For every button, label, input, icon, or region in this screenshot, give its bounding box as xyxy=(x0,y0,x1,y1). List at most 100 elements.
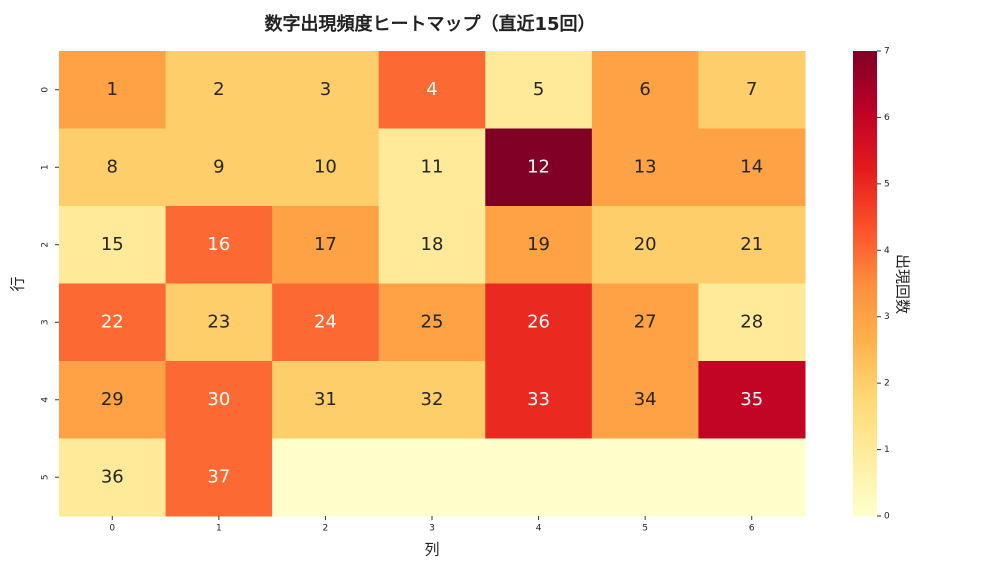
cell-annotation: 35 xyxy=(740,389,763,410)
heatmap-cell xyxy=(59,206,167,284)
x-axis-label: 列 xyxy=(424,541,439,559)
cell-annotation: 32 xyxy=(421,389,444,410)
heatmap-cell xyxy=(698,128,806,207)
cell-annotation: 24 xyxy=(314,311,337,332)
cell-annotation: 12 xyxy=(527,156,550,177)
cell-annotation: 31 xyxy=(314,389,337,410)
cell-annotation: 28 xyxy=(740,311,763,332)
colorbar-tick-label: 1 xyxy=(884,445,890,455)
y-tick-label: 2 xyxy=(41,242,51,248)
heatmap-cell xyxy=(591,438,699,517)
heatmap-cell xyxy=(591,128,699,207)
heatmap-cell xyxy=(378,438,486,517)
heatmap-cell xyxy=(59,438,167,517)
heatmap-cell xyxy=(165,206,273,284)
cell-annotation: 13 xyxy=(634,156,657,177)
x-tick-label: 1 xyxy=(216,524,222,534)
heatmap-cell xyxy=(272,361,380,439)
colorbar xyxy=(853,51,877,516)
heatmap-cell xyxy=(59,51,167,129)
colorbar-tick-label: 3 xyxy=(884,312,890,322)
heatmap-cell xyxy=(591,51,699,129)
cell-annotation: 18 xyxy=(421,234,444,255)
heatmap-cell xyxy=(165,438,273,517)
cell-annotation: 15 xyxy=(101,234,124,255)
heatmap-cell xyxy=(698,361,806,439)
heatmap-cell xyxy=(698,51,806,129)
heatmap-cell xyxy=(485,51,593,129)
cell-annotation: 8 xyxy=(107,156,118,177)
cell-annotation: 10 xyxy=(314,156,337,177)
heatmap-cell xyxy=(698,438,806,517)
cell-annotation: 23 xyxy=(207,311,230,332)
cell-annotation: 27 xyxy=(634,311,657,332)
heatmap-cell xyxy=(591,206,699,284)
cell-annotation: 4 xyxy=(426,79,437,100)
heatmap-cell xyxy=(485,438,593,517)
heatmap-cell xyxy=(272,51,380,129)
cell-annotation: 19 xyxy=(527,234,550,255)
heatmap-cell xyxy=(378,361,486,439)
cell-annotation: 17 xyxy=(314,234,337,255)
cell-annotation: 33 xyxy=(527,389,550,410)
x-tick-label: 5 xyxy=(642,524,648,534)
heatmap-cell xyxy=(698,206,806,284)
cell-annotation: 22 xyxy=(101,311,124,332)
chart-title: 数字出現頻度ヒートマップ（直近15回） xyxy=(264,13,595,35)
heatmap-cell xyxy=(378,283,486,362)
y-tick-label: 1 xyxy=(41,164,51,170)
colorbar-tick-label: 7 xyxy=(884,47,890,57)
heatmap-cell xyxy=(485,361,593,439)
cell-annotation: 34 xyxy=(634,389,657,410)
colorbar-label: 出現回数 xyxy=(894,254,912,314)
x-tick-label: 6 xyxy=(749,524,755,534)
x-tick-label: 4 xyxy=(536,524,542,534)
x-tick-label: 2 xyxy=(323,524,329,534)
cell-annotation: 26 xyxy=(527,311,550,332)
y-tick-label: 4 xyxy=(41,397,51,403)
cell-annotation: 3 xyxy=(320,79,331,100)
cell-annotation: 37 xyxy=(207,466,230,487)
cell-annotation: 9 xyxy=(213,156,224,177)
heatmap-cell xyxy=(59,361,167,439)
heatmap-cell xyxy=(485,128,593,207)
cell-annotation: 6 xyxy=(639,79,650,100)
y-tick-label: 0 xyxy=(41,87,51,93)
cell-annotation: 11 xyxy=(421,156,444,177)
heatmap-cell xyxy=(165,51,273,129)
heatmap-cell xyxy=(378,206,486,284)
heatmap-cell xyxy=(591,361,699,439)
cell-annotation: 25 xyxy=(421,311,444,332)
colorbar-tick-label: 2 xyxy=(884,379,890,389)
heatmap-cell xyxy=(591,283,699,362)
cell-annotation: 21 xyxy=(740,234,763,255)
cell-annotation: 29 xyxy=(101,389,124,410)
cell-annotation: 2 xyxy=(213,79,224,100)
cell-annotation: 36 xyxy=(101,466,124,487)
heatmap-cell xyxy=(378,128,486,207)
cell-annotation: 20 xyxy=(634,234,657,255)
heatmap-cell xyxy=(378,51,486,129)
heatmap-cell xyxy=(485,206,593,284)
heatmap-cell xyxy=(59,128,167,207)
colorbar-tick-label: 4 xyxy=(884,246,890,256)
cell-annotation: 7 xyxy=(746,79,757,100)
colorbar-tick-label: 6 xyxy=(884,113,890,123)
colorbar-tick-label: 0 xyxy=(884,512,890,522)
heatmap-cell xyxy=(165,361,273,439)
y-tick-label: 3 xyxy=(41,319,51,325)
heatmap-cell xyxy=(698,283,806,362)
cell-annotation: 5 xyxy=(533,79,544,100)
y-tick-label: 5 xyxy=(41,474,51,480)
x-tick-label: 0 xyxy=(109,524,115,534)
x-tick-label: 3 xyxy=(429,524,435,534)
cell-annotation: 1 xyxy=(107,79,118,100)
cell-annotation: 30 xyxy=(207,389,230,410)
heatmap-cell xyxy=(165,283,273,362)
heatmap-cell xyxy=(59,283,167,362)
heatmap-cell xyxy=(272,128,380,207)
y-axis-label: 行 xyxy=(9,276,27,291)
heatmap-cell xyxy=(485,283,593,362)
cell-annotation: 16 xyxy=(207,234,230,255)
heatmap-cell xyxy=(272,438,380,517)
